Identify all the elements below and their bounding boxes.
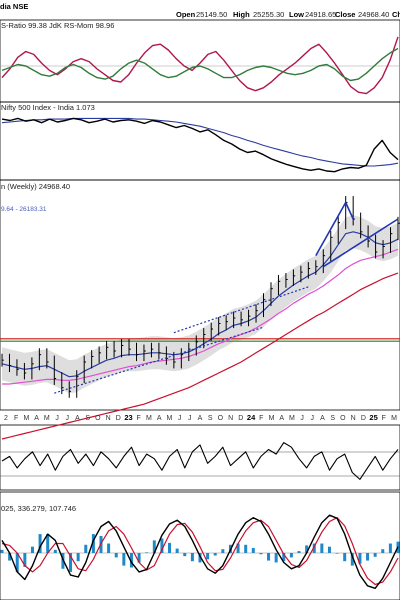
x-axis-tick-label: 2 (4, 415, 8, 422)
price-ma-long (2, 248, 399, 385)
panel-price (0, 179, 400, 411)
x-axis-tick-label: M (44, 415, 50, 422)
x-axis-tick-label: J (300, 415, 304, 422)
macd-signal-line (1, 517, 399, 586)
x-axis-tick-label: M (269, 415, 275, 422)
trendline-wedge-lower (322, 218, 399, 268)
oscillator-line (1, 442, 399, 480)
change-label: Ch (392, 10, 400, 19)
x-axis-tick-label: M (23, 415, 29, 422)
close-label: Close (335, 10, 355, 19)
x-axis-tick-label: N (106, 415, 111, 422)
price-ma-longer (1, 272, 399, 440)
x-axis-tick-label: O (95, 415, 101, 422)
x-axis-tick-label: J (66, 415, 70, 422)
x-axis-tick-label: J (55, 415, 59, 422)
x-axis-tick-label: A (279, 415, 284, 422)
x-axis-tick-label: D (238, 415, 243, 422)
price-label: n (Weekly) 24968.40 (1, 182, 70, 191)
x-axis-tick-label: A (157, 415, 162, 422)
x-axis-tick-label: S (330, 415, 335, 422)
x-axis-tick-label: A (320, 415, 325, 422)
x-axis-tick-label: M (391, 415, 397, 422)
low-value: 24918.65 (305, 10, 336, 19)
x-axis-tick-label: 24 (247, 413, 256, 422)
trendline-wedge-upper (315, 202, 347, 257)
x-axis-tick-label: F (14, 415, 18, 422)
x-axis-tick-label: 23 (124, 413, 132, 422)
x-axis-tick-label: J (188, 415, 192, 422)
panel-relative-strength (0, 101, 400, 181)
x-axis-tick-label: A (75, 415, 80, 422)
price-envelope-band (2, 215, 398, 394)
x-axis-tick-label: D (116, 415, 121, 422)
x-axis-tick-label: F (259, 415, 263, 422)
macd-label: 025, 336.279, 107.746 (1, 504, 76, 513)
relative-label: Nifty 500 Index - India 1.073 (1, 103, 95, 112)
exchange-label: dia NSE (0, 2, 28, 11)
x-axis-tick-label: N (351, 415, 356, 422)
rrg-series-1 (1, 47, 399, 82)
open-label: Open (176, 10, 196, 19)
x-axis-tick-label: D (361, 415, 366, 422)
x-axis-tick-label: N (228, 415, 233, 422)
close-value: 24968.40 (358, 10, 389, 19)
x-axis-tick-label: 25 (369, 413, 377, 422)
x-axis-tick-label: F (137, 415, 141, 422)
relative-strength-line (1, 117, 399, 173)
rrg-series-0 (1, 36, 399, 95)
high-value: 25255.30 (253, 10, 284, 19)
x-axis-tick-label: M (289, 415, 295, 422)
panel-oscillator (0, 424, 400, 491)
open-value: 25149.50 (196, 10, 227, 19)
x-axis-tick-label: O (340, 415, 346, 422)
panel-macd (0, 491, 400, 600)
trendline-wedge-apex (344, 202, 354, 220)
x-axis-tick-label: J (178, 415, 182, 422)
low-label: Low (289, 10, 304, 19)
high-label: High (233, 10, 250, 19)
relative-average-line (1, 117, 399, 167)
rrg-label: S-Ratio 99.38 JdK RS-Mom 98.96 (1, 21, 114, 30)
x-axis-tick-label: O (218, 415, 224, 422)
x-axis-tick-label: A (34, 415, 39, 422)
macd-line (1, 514, 399, 589)
trendline-lower-dotted (54, 326, 264, 394)
x-axis-tick-label: A (198, 415, 203, 422)
panel-rrg (0, 19, 400, 103)
price-sub-label: 9.64 - 26183.31 (1, 206, 47, 213)
x-axis-tick-label: M (146, 415, 152, 422)
x-axis-tick-label: J (311, 415, 315, 422)
x-axis-tick-label: S (208, 415, 213, 422)
x-axis-tick-label: S (85, 415, 90, 422)
price-ma-short (1, 231, 399, 378)
x-axis-tick-label: M (166, 415, 172, 422)
x-axis-tick-label: F (382, 415, 386, 422)
